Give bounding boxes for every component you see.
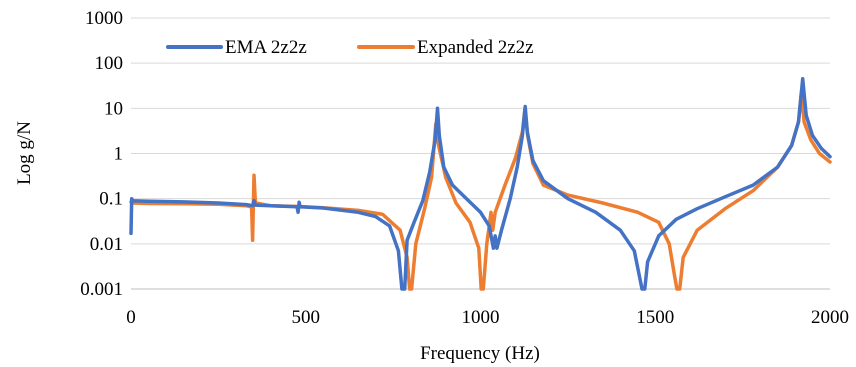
gridlines	[131, 17, 830, 245]
x-tick-label: 500	[292, 307, 321, 328]
y-tick-label: 1000	[85, 8, 123, 29]
y-tick-label: 0.001	[80, 279, 123, 300]
x-axis-title: Frequency (Hz)	[420, 343, 540, 364]
y-tick-label: 10	[104, 98, 123, 119]
y-axis-title: Log g/N	[14, 121, 35, 185]
x-tick-label: 0	[126, 307, 136, 328]
y-tick-label: 1	[114, 144, 124, 165]
x-tick-label: 1000	[462, 307, 500, 328]
series-line-ema-2z2z	[129, 77, 832, 291]
y-tick-label: 100	[95, 53, 124, 74]
y-tick-label: 0.1	[99, 189, 123, 210]
series-layer	[129, 77, 832, 291]
legend-label-expanded-2z2z: Expanded 2z2z	[417, 37, 534, 58]
x-tick-label: 2000	[811, 307, 849, 328]
y-tick-labels: 0.001 0.01 0.1 1 10 100 1000	[80, 8, 123, 300]
legend-label-ema-2z2z: EMA 2z2z	[225, 37, 307, 58]
y-tick-label: 0.01	[90, 234, 123, 255]
x-tick-labels: 0 500 1000 1500 2000	[126, 307, 849, 328]
legend: EMA 2z2z Expanded 2z2z	[166, 37, 534, 58]
x-tick-label: 1500	[636, 307, 674, 328]
